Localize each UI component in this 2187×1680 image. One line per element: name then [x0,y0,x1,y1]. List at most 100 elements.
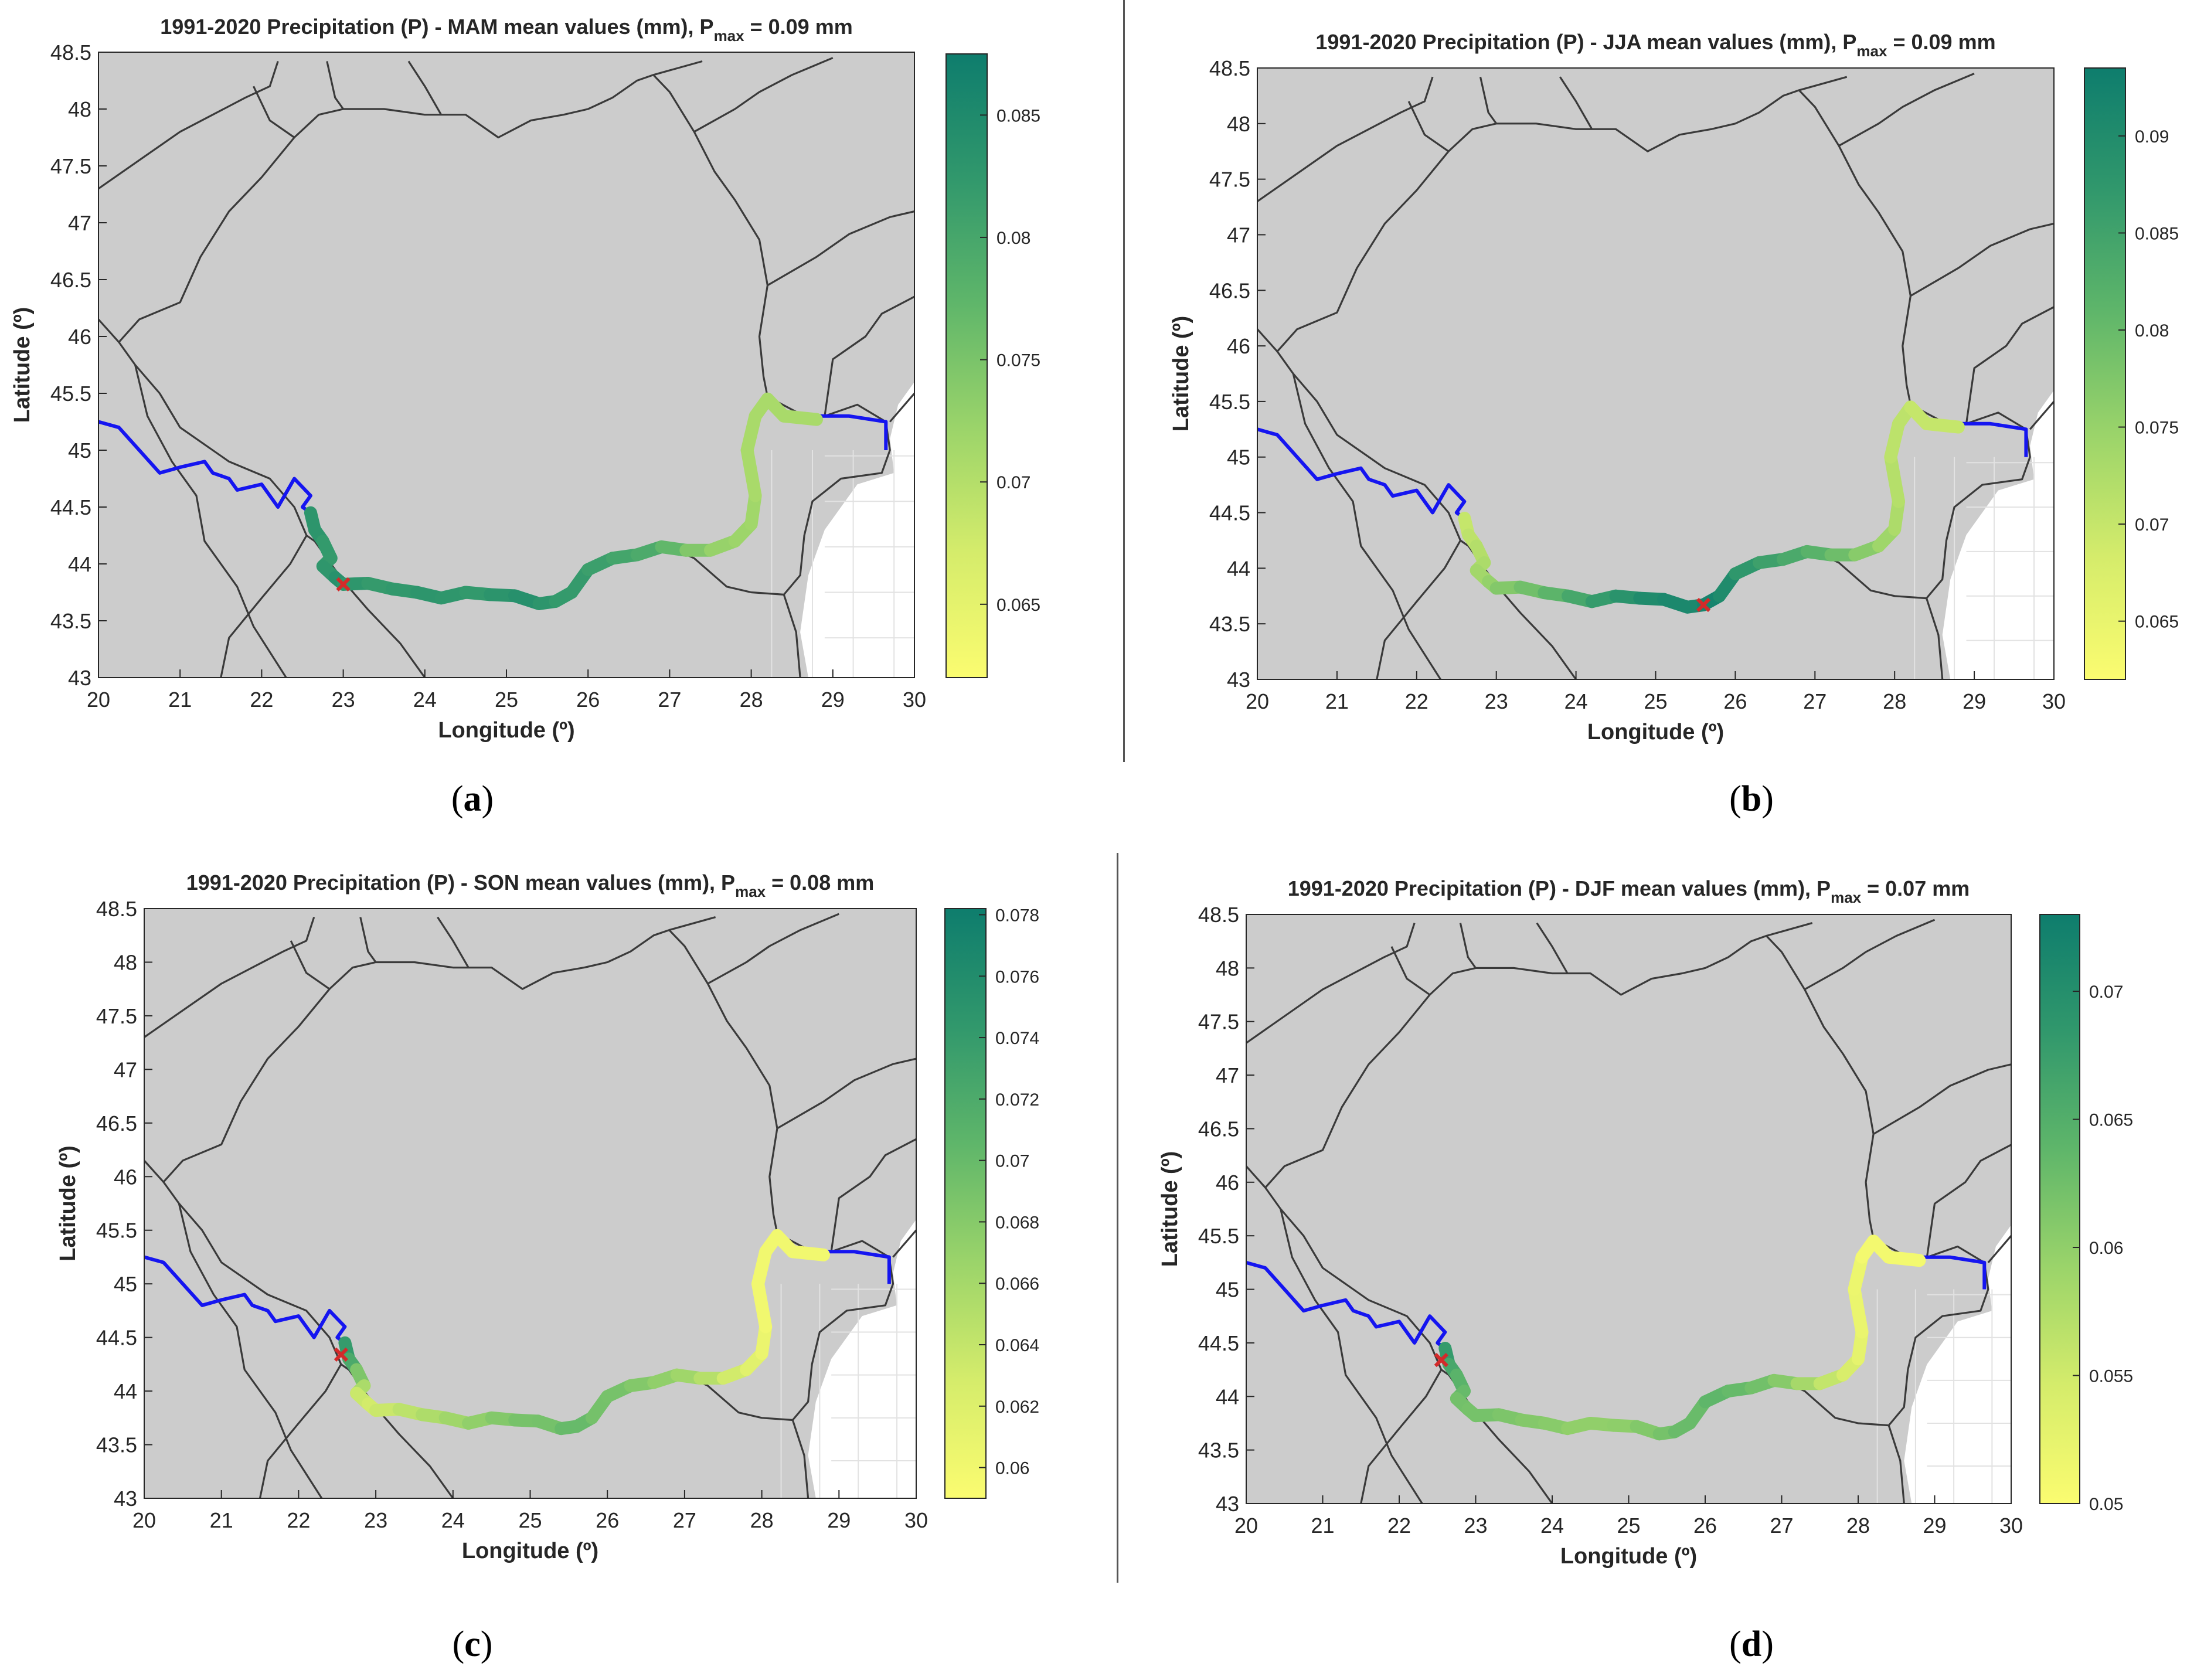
country-border [1257,328,1278,352]
precip-track-segment [1920,417,1965,434]
panel-d: 20 21 22 23 24 25 26 27 28 29 30 43 43.5 44 44.5 45 45.5… [1158,876,2133,1569]
danube-delta [824,1250,891,1284]
colorbar-tick-label: 0.07 [996,473,1030,492]
colorbar-tick-label: 0.074 [995,1029,1039,1048]
x-tick-label: 24 [1564,689,1588,713]
country-border [1459,923,1477,969]
y-tick-label: 46 [114,1165,137,1189]
x-tick-label: 23 [1464,1514,1487,1538]
y-tick-label: 45.5 [96,1219,137,1243]
y-tick-label: 46.5 [96,1111,137,1135]
danube-upstream [144,1255,347,1345]
colorbar-tick-label: 0.075 [996,351,1040,370]
x-tick-label: 30 [2042,689,2066,713]
country-border [653,60,703,76]
danube-delta [1958,421,2028,457]
panel-title: 1991-2020 Precipitation (P) - SON mean v… [186,870,875,900]
country-border [830,1138,916,1252]
country-border [144,1159,165,1183]
country-border [1766,922,1813,937]
country-border [178,1203,323,1498]
country-border [1926,598,1944,679]
danube-upstream [1246,1261,1447,1350]
country-border [1257,76,1434,202]
x-tick-label: 24 [1540,1514,1564,1538]
y-tick-label: 44.5 [96,1326,137,1350]
y-tick-label: 45 [68,438,91,462]
y-tick-label: 44 [1227,556,1250,580]
y-tick-label: 47.5 [1209,168,1250,192]
y-tick-label: 48 [1216,956,1239,980]
country-border [134,365,287,678]
x-tick-label: 21 [210,1508,233,1532]
danube-upstream [98,420,312,515]
country-border [1360,1369,1443,1504]
title-subscript: max [1831,889,1862,906]
colorbar-tick-label: 0.09 [2135,127,2169,147]
x-tick-label: 26 [1693,1514,1717,1538]
x-tick-label: 23 [364,1508,387,1532]
country-border [1479,76,1497,124]
country-border [1559,76,1593,130]
panel-title: 1991-2020 Precipitation (P) - JJA mean v… [1315,30,1995,60]
country-border [375,1406,454,1498]
country-border [892,1229,916,1258]
y-tick-label: 44 [68,552,91,576]
colorbar [2039,914,2080,1504]
x-tick-label: 26 [576,688,600,712]
y-axis-label: Latitude (º) [56,1145,80,1261]
y-axis-label: Latitude (º) [1158,1151,1182,1267]
colorbar-tick-label: 0.07 [995,1152,1029,1171]
panel-title: 1991-2020 Precipitation (P) - DJF mean v… [1288,876,1970,906]
country-border [290,940,331,990]
colorbar-tick-label: 0.075 [2135,419,2179,438]
country-border [1280,1209,1423,1504]
country-border [259,1363,342,1498]
precip-track-segment [1848,1283,1869,1339]
colorbar-tick-label: 0.078 [995,906,1039,925]
colorbar-tick-label: 0.062 [995,1397,1039,1417]
x-tick-label: 22 [287,1508,310,1532]
caption-b: (b) [1729,779,1774,819]
y-tick-label: 48.5 [96,897,137,921]
title-main: 1991-2020 Precipitation (P) - MAM mean v… [160,15,713,39]
pmax-marker [334,1347,348,1362]
y-tick-label: 44 [114,1379,137,1403]
danube-upstream [1257,427,1467,520]
panel-a: 20 21 22 23 24 25 26 27 28 29 30 43 43.5 44 44.5 45 45.5… [10,15,1040,743]
country-border [791,1420,810,1498]
colorbar-tick-label: 0.07 [2089,982,2123,1002]
x-tick-label: 22 [250,688,273,712]
country-border [1838,73,1975,147]
y-tick-label: 47 [1227,223,1250,247]
x-tick-label: 29 [827,1508,851,1532]
colorbar-tick-label: 0.08 [996,229,1030,248]
colorbar-tick-label: 0.085 [996,106,1040,125]
colorbar-tick-label: 0.055 [2089,1367,2133,1386]
colorbar-tick-label: 0.065 [996,596,1040,615]
country-border [1407,101,1450,152]
x-tick-label: 21 [1325,689,1349,713]
x-tick-label: 28 [740,688,763,712]
country-border [1495,584,1577,679]
colorbar-tick-label: 0.06 [2089,1239,2123,1258]
x-tick-label: 25 [495,688,518,712]
pmax-marker [1434,1353,1448,1368]
colorbar-tick-label: 0.066 [995,1274,1039,1294]
y-tick-label: 46.5 [1209,278,1250,302]
panel-divider-bottom [1117,853,1118,1583]
map-area [1257,68,2054,679]
precip-track-segment [786,1245,830,1261]
y-tick-label: 47 [1216,1063,1239,1087]
country-border [98,318,120,343]
title-main: 1991-2020 Precipitation (P) - SON mean v… [186,870,735,895]
y-axis-label: Latitude (º) [1169,316,1193,432]
x-tick-label: 27 [1770,1514,1793,1538]
x-tick-label: 26 [1723,689,1747,713]
country-border [98,61,279,190]
colorbar-tick-label: 0.064 [995,1336,1039,1355]
x-tick-label: 23 [332,688,355,712]
y-tick-label: 43 [1227,668,1250,692]
colorbar-tick-label: 0.085 [2135,224,2179,243]
